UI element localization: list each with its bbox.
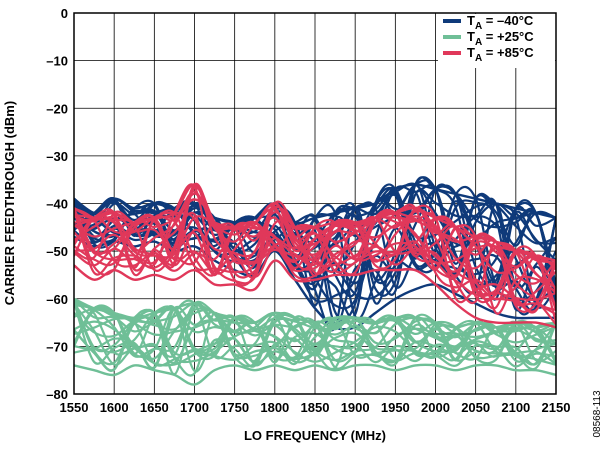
legend-label: TA = –40°C — [467, 13, 534, 32]
x-tick-label: 1950 — [381, 400, 410, 415]
series-trace — [74, 187, 556, 303]
x-tick-label: 1750 — [220, 400, 249, 415]
x-tick-label: 2100 — [501, 400, 530, 415]
series-trace — [74, 207, 556, 270]
series-3 — [74, 182, 556, 329]
y-tick-label: –10 — [46, 54, 68, 69]
series-2 — [74, 297, 556, 386]
y-tick-label: –60 — [46, 292, 68, 307]
series-trace — [74, 184, 556, 291]
y-tick-labels: 0 –10 –20 –30 –40 –50 –60 –70 –80 — [46, 6, 68, 402]
y-tick-label: –40 — [46, 197, 68, 212]
y-axis-title: CARRIER FEEDTHROUGH (dBm) — [2, 101, 17, 305]
x-tick-label: 1700 — [180, 400, 209, 415]
x-tick-label: 2000 — [421, 400, 450, 415]
series-trace — [74, 202, 556, 301]
y-tick-label: –70 — [46, 339, 68, 354]
y-tick-label: –80 — [46, 387, 68, 402]
x-tick-label: 2050 — [461, 400, 490, 415]
series-trace — [74, 198, 556, 313]
x-tick-label: 1600 — [100, 400, 129, 415]
series-trace — [74, 302, 556, 364]
series-trace — [74, 208, 556, 310]
legend: TA = –40°CTA = +25°CTA = +85°C — [438, 13, 555, 68]
series-lower-trace — [74, 363, 556, 386]
y-tick-label: –20 — [46, 101, 68, 116]
series-trace — [74, 304, 556, 364]
legend-label: TA = +85°C — [467, 45, 534, 64]
x-tick-labels: 1550 1600 1650 1700 1750 1800 1850 1900 1950 2000… — [60, 400, 571, 415]
x-tick-label: 2150 — [542, 400, 571, 415]
series-upper-trace — [74, 183, 556, 262]
series-layer — [74, 176, 556, 386]
x-tick-label: 1650 — [140, 400, 169, 415]
series-trace — [74, 186, 556, 326]
x-tick-label: 1850 — [301, 400, 330, 415]
y-tick-label: 0 — [61, 6, 68, 21]
figure-id: 08568-113 — [592, 390, 603, 438]
legend-label: TA = +25°C — [467, 29, 534, 48]
x-tick-label: 1800 — [260, 400, 289, 415]
x-tick-label: 1900 — [341, 400, 370, 415]
series-upper-trace — [74, 297, 556, 329]
series-lower-trace — [74, 259, 556, 329]
plot-frame — [73, 12, 557, 395]
series-lower-trace — [74, 235, 556, 331]
series-trace — [74, 316, 556, 367]
y-tick-label: –50 — [46, 244, 68, 259]
y-tick-label: –30 — [46, 149, 68, 164]
x-tick-label: 1550 — [60, 400, 89, 415]
series-upper-trace — [74, 183, 556, 225]
x-axis-title: LO FREQUENCY (MHz) — [244, 428, 386, 443]
